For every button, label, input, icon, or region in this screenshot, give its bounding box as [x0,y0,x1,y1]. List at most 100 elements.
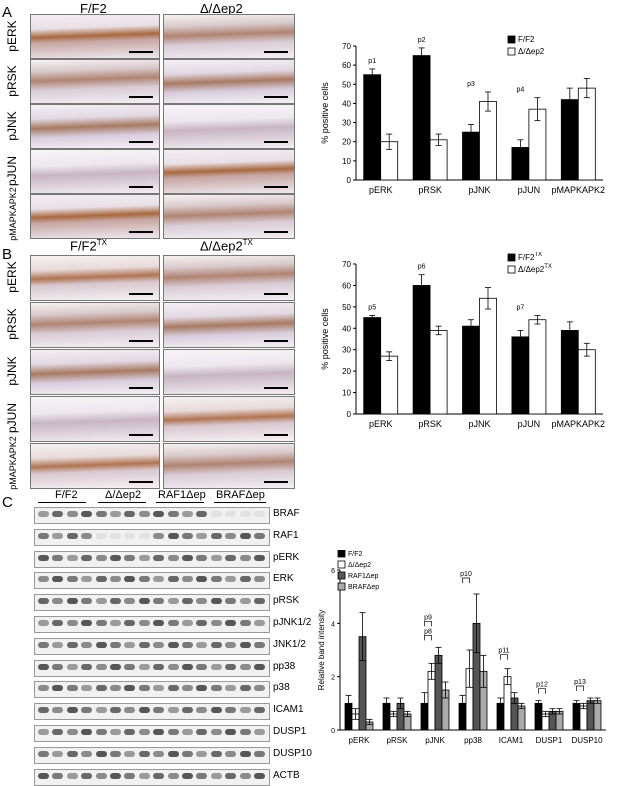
blot-band [254,554,265,561]
blot-band [81,532,93,539]
legend-label: F/F2TX [518,252,542,262]
blot-band [95,576,107,583]
blot-band [95,663,107,670]
blot-band [110,707,121,714]
blot-band [95,641,107,648]
blot-band [110,554,121,561]
blot-band [239,598,251,605]
blot-band [153,576,165,583]
bar [579,705,588,731]
panel-b-image-3-1 [163,396,295,442]
legend-swatch [337,571,346,580]
blot-band [196,750,208,757]
blot-band [95,685,107,692]
blot-band [254,750,265,757]
blot-strip [34,703,270,721]
y-tick-label: 30 [342,119,351,128]
legend-swatch [337,582,346,591]
blot-band [66,598,78,605]
blot-label-7: pp38 [273,660,296,672]
blot-band [225,576,237,583]
chart-panel-b: 0 10 20 30 40 50 60 70 % positive cells pERK pRSK p… [320,252,605,429]
x-tick-label: pp38 [464,736,482,745]
scale-bar [264,186,288,188]
blot-band [124,511,136,517]
blot-band [153,663,165,670]
panel-b-col-label-0-sup: TX [96,238,107,247]
y-tick-label: 40 [342,99,351,108]
panel-b-col-label-1: Δ/Δep2TX [200,238,253,253]
blot-band [124,707,136,714]
blot-band [138,620,150,626]
blot-band [254,620,265,626]
blot-band [182,532,193,539]
x-tick-label: pERK [369,419,393,429]
blot-band [52,598,64,605]
bar [412,285,431,415]
legend-label-text: RAF1Δep [348,573,378,580]
scale-bar [129,340,153,342]
p-value-annotation: p11 [498,648,509,655]
blot-band [81,685,93,692]
bar [517,705,526,731]
blot-band [182,663,193,670]
y-tick-label: 70 [342,260,351,269]
blot-band [81,663,93,670]
blot-band [138,772,150,779]
blot-band [210,707,222,714]
blot-band [182,598,193,605]
blot-band [81,641,93,648]
scale-bar [264,340,288,342]
legend-label: Δ/Δep2 [348,562,371,569]
blot-band [52,772,64,779]
panel-a-image-1-1 [163,59,295,104]
x-tick-label: pJUN [518,185,541,195]
blot-band [52,641,64,648]
blot-band [196,598,208,605]
y-tick-label: 50 [342,303,351,312]
blot-band [254,576,265,583]
panel-b-col-label-1-text: Δ/Δep2 [200,238,243,254]
bar [534,702,543,731]
blot-band [182,707,193,714]
blot-band [167,685,179,692]
scale-bar [264,481,288,483]
blot-band [239,511,251,517]
blot-band [38,663,49,670]
y-tick-label: 30 [342,346,351,355]
bar [429,330,448,415]
blot-band [196,641,208,648]
blot-band [210,663,222,670]
scale-bar [129,51,153,53]
blot-band [210,729,222,735]
p-value-annotation: p3 [467,81,475,88]
panel-b-image-2-1 [163,349,295,395]
x-tick-label: ICAM1 [499,736,524,745]
p-value-annotation: p5 [368,304,376,311]
legend-label-sup: TX [544,264,552,270]
blot-band [52,729,64,735]
blot-band [110,641,121,648]
blot-band [38,532,49,539]
y-tick-label: 10 [342,389,351,398]
blot-band [81,620,93,626]
blot-band [66,685,78,692]
legend-swatch [337,550,346,558]
blot-band [225,554,237,561]
blot-band [38,620,49,626]
blot-band [167,620,179,626]
y-axis-label: % positive cells [320,82,330,144]
legend-swatch [507,35,516,44]
blot-strip [34,528,270,546]
blot-band [138,663,150,670]
blot-band [210,685,222,692]
blot-band [110,729,121,735]
blot-band [81,576,93,583]
y-tick-label: 70 [342,42,351,51]
blot-band [124,598,136,605]
blot-band [66,772,78,779]
panel-b-image-4-0 [30,443,160,489]
blot-band [167,511,179,517]
y-tick-label: 20 [342,367,351,376]
p-value-annotation: p7 [517,304,525,311]
